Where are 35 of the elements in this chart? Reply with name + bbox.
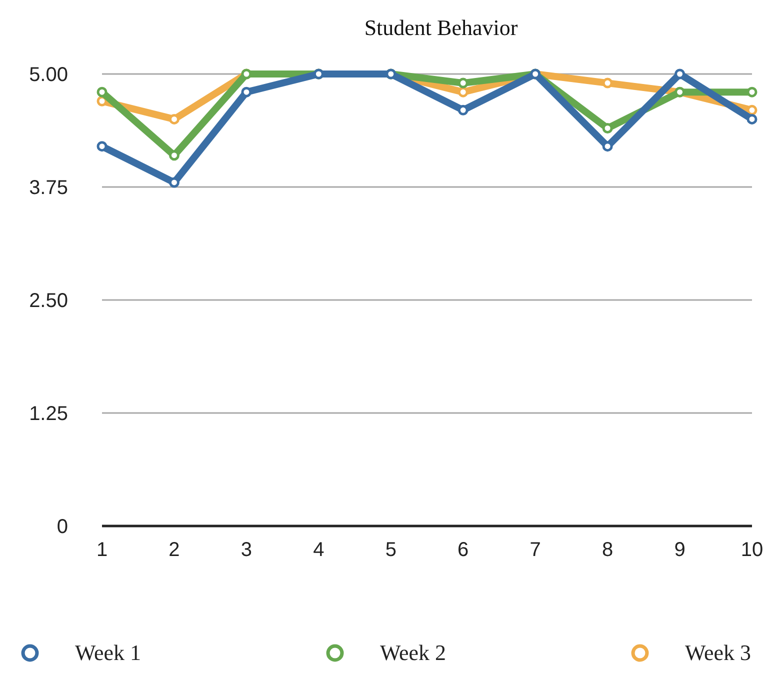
x-tick-label: 1	[96, 539, 108, 561]
point	[458, 78, 468, 88]
x-tick-label: 7	[530, 539, 541, 561]
x-tick-label: 10	[740, 539, 764, 561]
x-tick-label: 9	[674, 539, 686, 561]
y-tick-label: 3.75	[29, 177, 68, 199]
x-tick-label: 4	[313, 539, 324, 561]
x-tick-label: 6	[458, 539, 469, 561]
y-tick-label: 5.00	[29, 64, 68, 86]
point	[674, 68, 686, 80]
point	[602, 78, 613, 88]
point	[241, 86, 252, 98]
point	[168, 114, 180, 124]
point	[746, 86, 758, 98]
x-tick-label: 8	[602, 539, 614, 561]
y-tick-label: 2.50	[29, 290, 68, 312]
x-tick-label: 3	[240, 539, 252, 561]
chart-title: Student Behavior	[364, 15, 518, 40]
legend-label: Week 2	[380, 640, 446, 665]
x-tick-label: 2	[168, 539, 180, 561]
point	[168, 177, 180, 188]
point	[96, 141, 108, 152]
legend-label: Week 3	[685, 640, 752, 665]
x-tick-label: 5	[385, 539, 396, 561]
point	[458, 86, 468, 98]
point	[746, 104, 758, 116]
point	[746, 114, 758, 124]
y-tick-label: 0	[56, 516, 68, 538]
legend-label: Week 1	[75, 640, 142, 665]
y-tick-label: 1.25	[29, 403, 68, 425]
point	[602, 122, 613, 134]
point	[458, 104, 468, 116]
point	[602, 141, 613, 152]
point	[168, 150, 180, 161]
point	[96, 86, 108, 98]
